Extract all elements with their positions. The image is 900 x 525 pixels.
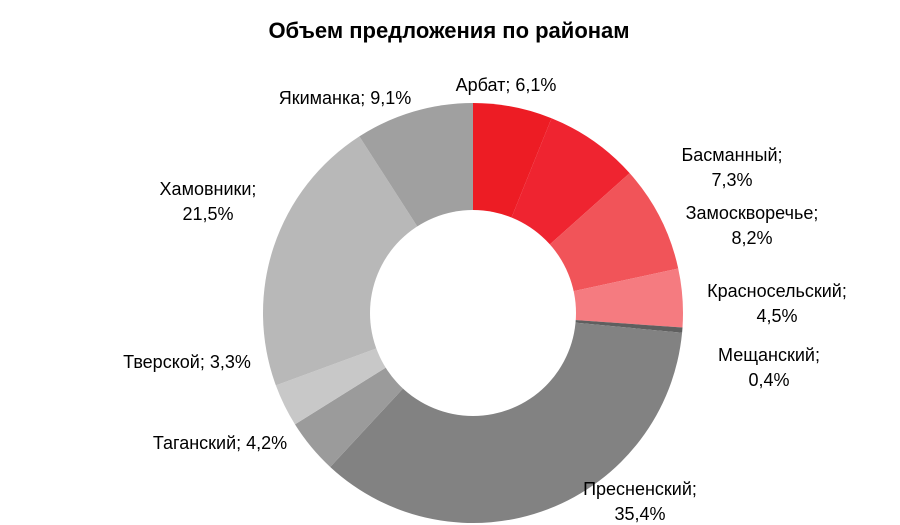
data-label-line: Арбат; 6,1%: [456, 75, 557, 95]
donut-hole: [370, 210, 576, 416]
data-label-line: Пресненский;: [583, 479, 697, 499]
data-label-line: Мещанский;: [718, 345, 820, 365]
data-label-5: Мещанский; 0,4%: [718, 345, 820, 390]
data-label-line: 8,2%: [731, 228, 772, 248]
data-label-1: Арбат; 6,1%: [456, 75, 557, 95]
data-label-line: 35,4%: [614, 504, 665, 524]
data-label-line: 0,4%: [748, 370, 789, 390]
data-label-8: Тверской; 3,3%: [123, 352, 251, 372]
data-label-line: Якиманка; 9,1%: [279, 88, 412, 108]
labels-group: Арбат; 6,1% Басманный; 7,3% Замоскворечье; 8…: [123, 75, 847, 524]
data-label-line: Замоскворечье;: [686, 203, 819, 223]
data-label-line: Таганский; 4,2%: [153, 433, 287, 453]
data-label-3: Замоскворечье; 8,2%: [686, 203, 819, 248]
data-label-line: Красносельский;: [707, 281, 847, 301]
data-label-line: Тверской; 3,3%: [123, 352, 251, 372]
data-label-9: Хамовники; 21,5%: [160, 179, 257, 224]
data-label-line: Басманный;: [681, 145, 782, 165]
data-label-7: Таганский; 4,2%: [153, 433, 287, 453]
data-label-line: 7,3%: [711, 170, 752, 190]
data-label-line: Хамовники;: [160, 179, 257, 199]
slice-6: [330, 313, 683, 523]
data-label-2: Басманный; 7,3%: [681, 145, 782, 190]
data-label-6: Пресненский; 35,4%: [583, 479, 697, 524]
data-label-10: Якиманка; 9,1%: [279, 88, 412, 108]
data-label-line: 4,5%: [756, 306, 797, 326]
data-label-line: 21,5%: [182, 204, 233, 224]
chart-title: Объем предложения по районам: [268, 18, 629, 43]
data-label-4: Красносельский; 4,5%: [707, 281, 847, 326]
